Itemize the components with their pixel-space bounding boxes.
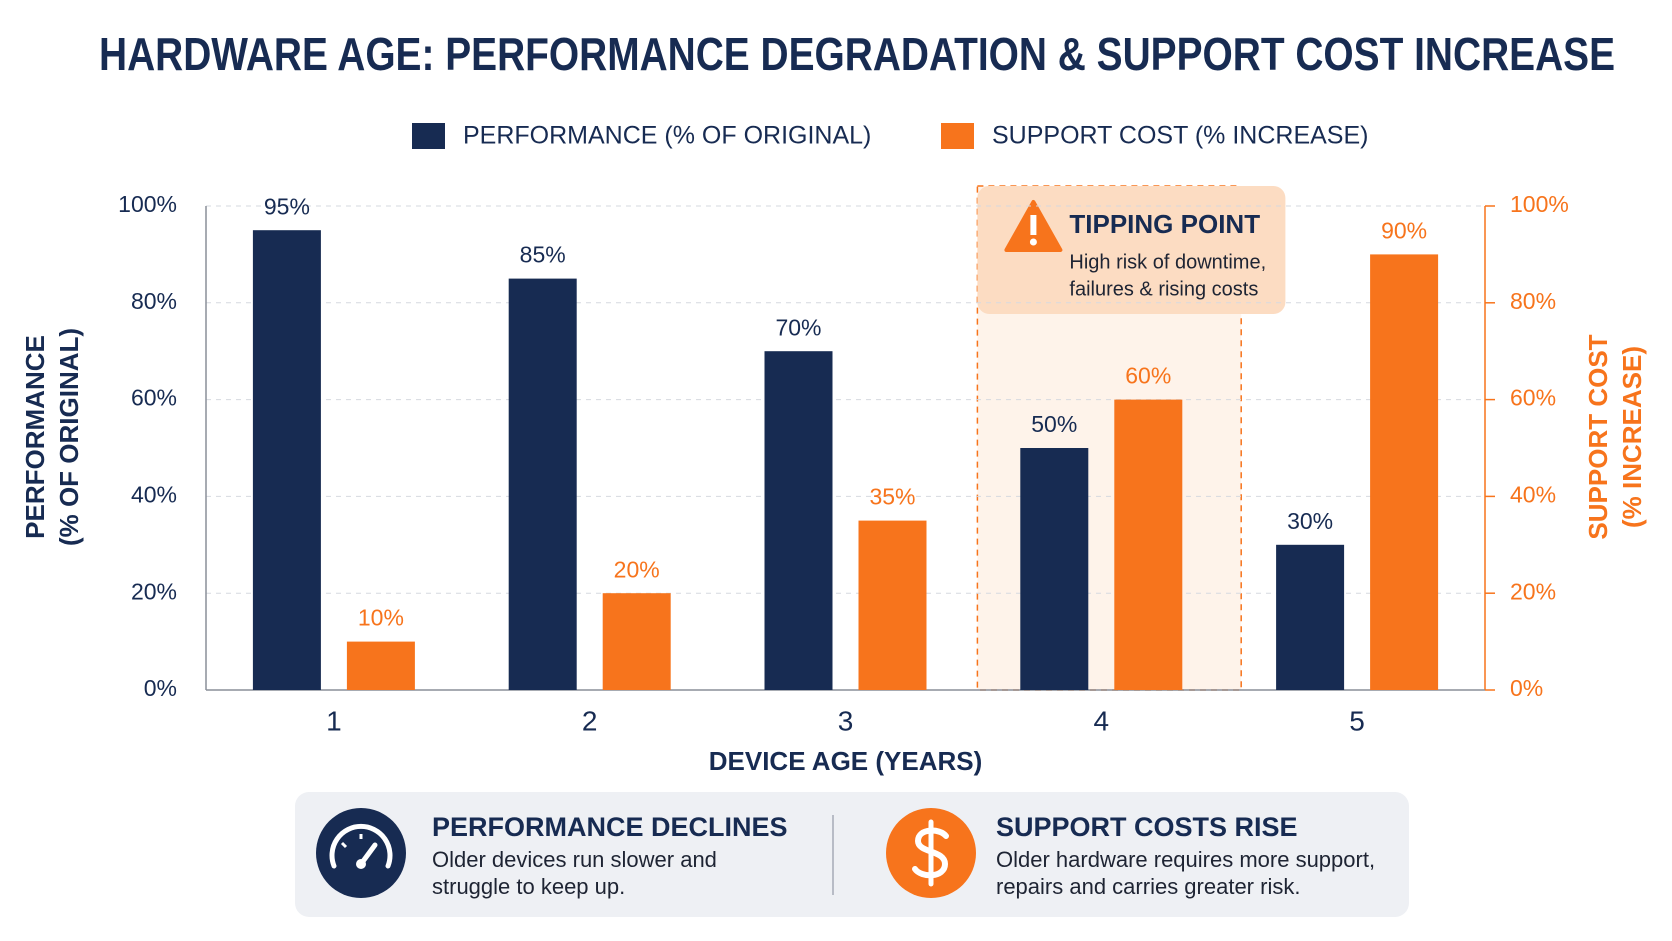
bar (858, 520, 927, 690)
x-tick-label: 2 (582, 705, 598, 736)
value-label: 10% (358, 605, 404, 631)
footer-title: PERFORMANCE DECLINES (432, 812, 788, 842)
y2-tick-label: 20% (1510, 578, 1556, 604)
bar (602, 593, 671, 690)
value-label: 35% (869, 484, 915, 510)
legend-swatch (941, 123, 974, 149)
warning-dot (1029, 238, 1037, 246)
bar (346, 641, 415, 690)
legend-label: SUPPORT COST (% INCREASE) (992, 122, 1368, 150)
value-label: 20% (614, 556, 660, 582)
x-axis-label: DEVICE AGE (YEARS) (709, 746, 983, 776)
annotation-text: High risk of downtime, (1069, 251, 1266, 273)
value-label: 85% (520, 242, 566, 268)
annotation-box (977, 186, 1286, 314)
footer-title: SUPPORT COSTS RISE (996, 812, 1298, 842)
y2-axis-label: SUPPORT COST (1583, 334, 1613, 539)
y-tick-label: 100% (118, 191, 177, 217)
footer-text: repairs and carries greater risk. (996, 874, 1300, 899)
y-tick-label: 60% (131, 385, 177, 411)
y-axis-label: (% OF ORIGINAL) (54, 328, 84, 546)
bar (764, 351, 833, 690)
footer-text: struggle to keep up. (432, 874, 625, 899)
bar (1370, 254, 1439, 690)
footer-text: Older devices run slower and (432, 847, 717, 872)
footer-panel (295, 792, 1409, 917)
value-label: 90% (1381, 217, 1427, 243)
y2-tick-label: 60% (1510, 385, 1556, 411)
y2-tick-label: 80% (1510, 288, 1556, 314)
value-label: 30% (1287, 508, 1333, 534)
bar (508, 278, 577, 690)
x-tick-label: 1 (326, 705, 342, 736)
legend-swatch (412, 123, 445, 149)
y-tick-label: 40% (131, 481, 177, 507)
value-label: 70% (775, 314, 821, 340)
value-label: 60% (1125, 363, 1171, 389)
bar (1114, 399, 1183, 690)
annotation-title: TIPPING POINT (1069, 209, 1260, 239)
gauge-icon (316, 808, 406, 898)
y2-axis-label: (% INCREASE) (1617, 346, 1647, 528)
y2-tick-label: 40% (1510, 481, 1556, 507)
bar (1020, 448, 1089, 690)
y-tick-label: 0% (144, 675, 177, 701)
value-label: 95% (264, 193, 310, 219)
y-tick-label: 20% (131, 578, 177, 604)
dollar-icon (886, 808, 976, 898)
x-tick-label: 5 (1349, 705, 1365, 736)
warning-mark (1030, 215, 1037, 235)
x-tick-label: 3 (838, 705, 854, 736)
y2-tick-label: 100% (1510, 191, 1569, 217)
y2-tick-label: 0% (1510, 675, 1543, 701)
y-tick-label: 80% (131, 288, 177, 314)
bar (252, 230, 321, 690)
annotation-text: failures & rising costs (1069, 278, 1258, 300)
value-label: 50% (1031, 411, 1077, 437)
y-axis-label: PERFORMANCE (20, 335, 50, 539)
legend-label: PERFORMANCE (% OF ORIGINAL) (463, 122, 871, 150)
footer-text: Older hardware requires more support, (996, 847, 1375, 872)
bar (1276, 544, 1345, 690)
chart-title: HARDWARE AGE: PERFORMANCE DEGRADATION & … (99, 28, 1615, 80)
x-tick-label: 4 (1094, 705, 1110, 736)
plot: TIPPING POINT High risk of downtime, failu… (20, 122, 1647, 776)
